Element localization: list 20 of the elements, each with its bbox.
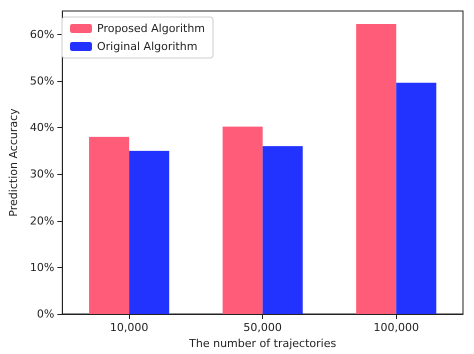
bar	[89, 136, 130, 314]
bar	[222, 126, 263, 314]
x-tick-label: 100,000	[373, 321, 419, 334]
y-tick-label: 0%	[36, 308, 54, 320]
x-axis-title: The number of trajectories	[188, 337, 336, 350]
y-tick-label: 50%	[30, 74, 54, 88]
x-tick-label: 50,000	[243, 321, 282, 334]
bar	[396, 82, 436, 314]
legend-label: Proposed Algorithm	[97, 22, 206, 35]
y-tick-label: 30%	[30, 168, 54, 181]
bar	[356, 24, 396, 314]
y-tick-label: 20%	[30, 214, 54, 228]
legend-label: Original Algorithm	[97, 40, 198, 53]
y-tick-label: 60%	[30, 28, 54, 41]
y-tick-label: 40%	[30, 121, 54, 134]
bar	[262, 146, 303, 314]
y-tick-label: 10%	[30, 260, 54, 274]
bar	[129, 150, 170, 314]
x-tick-label: 10,000	[110, 321, 148, 334]
y-axis-title: Prediction Accuracy	[7, 108, 20, 217]
